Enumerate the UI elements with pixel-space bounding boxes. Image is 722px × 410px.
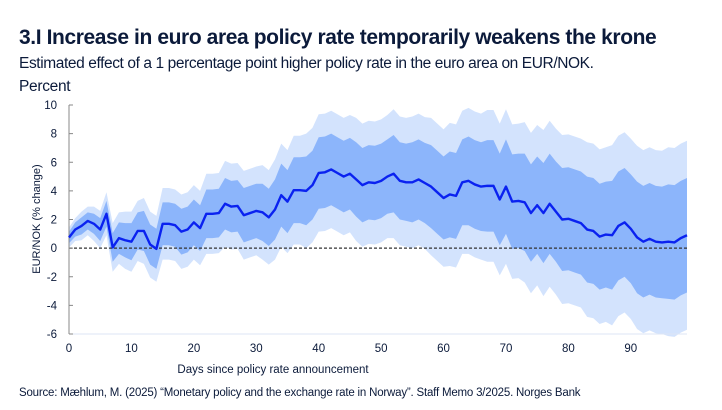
chart-title: 3.I Increase in euro area policy rate te…: [19, 26, 657, 49]
y-tick-label: 0: [51, 243, 57, 255]
y-tick-label: -4: [47, 300, 58, 312]
unit-label: Percent: [19, 78, 71, 95]
x-tick-label: 90: [624, 343, 637, 355]
source-note: Source: Mæhlum, M. (2025) “Monetary poli…: [19, 387, 581, 399]
y-tick-label: 10: [44, 100, 57, 112]
axes: -6 -4 -2 0 2 4 6 8 10 0 10 20 30 40 50 60 70 80 90: [44, 100, 687, 355]
x-tick-label: 50: [375, 343, 388, 355]
y-axis-label: EUR/NOK (% change): [31, 164, 43, 273]
x-tick-label: 70: [500, 343, 513, 355]
y-tick-label: 4: [51, 186, 58, 198]
x-tick-label: 30: [250, 343, 263, 355]
y-tick-label: 2: [51, 215, 57, 227]
inner-band: [69, 133, 687, 300]
chart-subtitle: Estimated effect of a 1 percentage point…: [19, 55, 594, 72]
y-tick-label: 8: [51, 129, 57, 141]
x-tick-label: 20: [187, 343, 200, 355]
x-tick-label: 40: [312, 343, 325, 355]
y-tick-label: -2: [47, 272, 57, 284]
series-line: [68, 168, 688, 251]
x-tick-label: 80: [562, 343, 575, 355]
x-tick-label: 10: [125, 343, 138, 355]
x-tick-label: 60: [437, 343, 450, 355]
y-tick-label: 6: [51, 157, 57, 169]
x-axis-label: Days since policy rate announcement: [177, 364, 369, 376]
x-tick-label: 0: [66, 343, 72, 355]
bands: [69, 107, 687, 337]
y-tick-label: -6: [47, 329, 57, 341]
